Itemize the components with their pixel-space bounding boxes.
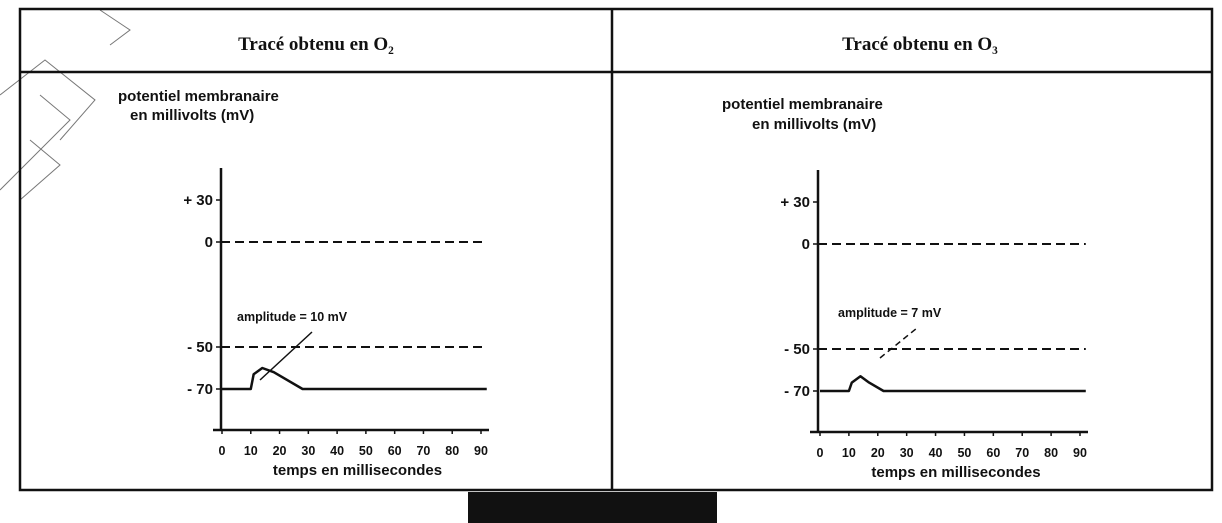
y-tick-label: + 30	[183, 192, 213, 209]
x-tick-label: 90	[474, 444, 488, 458]
membrane-potential-trace	[820, 375, 1086, 393]
y-tick-label: - 50	[187, 339, 213, 356]
y-tick-label: - 70	[187, 381, 213, 398]
x-axis-label: temps en millisecondes	[273, 462, 442, 479]
table-frame	[18, 7, 1214, 492]
amplitude-annotation: amplitude = 7 mV	[838, 306, 942, 320]
y-axis-label-unit: en millivolts (mV)	[752, 116, 876, 133]
panel-o2: Tracé obtenu en O₂ potentiel membranaire e…	[118, 34, 489, 479]
x-tick-label: 70	[416, 444, 430, 458]
x-tick-label: 30	[900, 446, 914, 460]
x-tick-label: 10	[842, 446, 856, 460]
black-bar	[468, 492, 717, 523]
x-tick-label: 40	[330, 444, 344, 458]
x-tick-label: 50	[957, 446, 971, 460]
y-axis-label-unit: en millivolts (mV)	[130, 107, 254, 124]
panel-o3: Tracé obtenu en O₃ potentiel membranaire e…	[722, 34, 1088, 481]
x-tick-label: 70	[1015, 446, 1029, 460]
y-tick-label: - 50	[784, 341, 810, 358]
x-tick-label: 60	[388, 444, 402, 458]
y-tick-label: - 70	[784, 383, 810, 400]
annotation-pointer	[879, 327, 918, 359]
annotation-pointer	[259, 331, 313, 381]
x-tick-label: 60	[986, 446, 1000, 460]
y-tick-label: + 30	[780, 194, 810, 211]
x-tick-label: 20	[273, 444, 287, 458]
y-tick-label: 0	[802, 236, 810, 253]
watermark	[0, 9, 131, 201]
x-tick-label: 0	[219, 444, 226, 458]
x-tick-label: 50	[359, 444, 373, 458]
chart-title: Tracé obtenu en O₂	[238, 34, 394, 55]
y-tick-label: 0	[205, 234, 213, 251]
x-tick-label: 90	[1073, 446, 1087, 460]
x-tick-label: 0	[817, 446, 824, 460]
y-axis-label: potentiel membranaire	[118, 88, 279, 105]
x-tick-label: 80	[1044, 446, 1058, 460]
x-tick-label: 20	[871, 446, 885, 460]
x-axis-label: temps en millisecondes	[871, 464, 1040, 481]
y-axis-label: potentiel membranaire	[722, 96, 883, 113]
x-tick-label: 30	[301, 444, 315, 458]
chart-title: Tracé obtenu en O₃	[842, 34, 998, 55]
x-tick-label: 10	[244, 444, 258, 458]
x-tick-label: 40	[929, 446, 943, 460]
x-tick-label: 80	[445, 444, 459, 458]
amplitude-annotation: amplitude = 10 mV	[237, 310, 348, 324]
